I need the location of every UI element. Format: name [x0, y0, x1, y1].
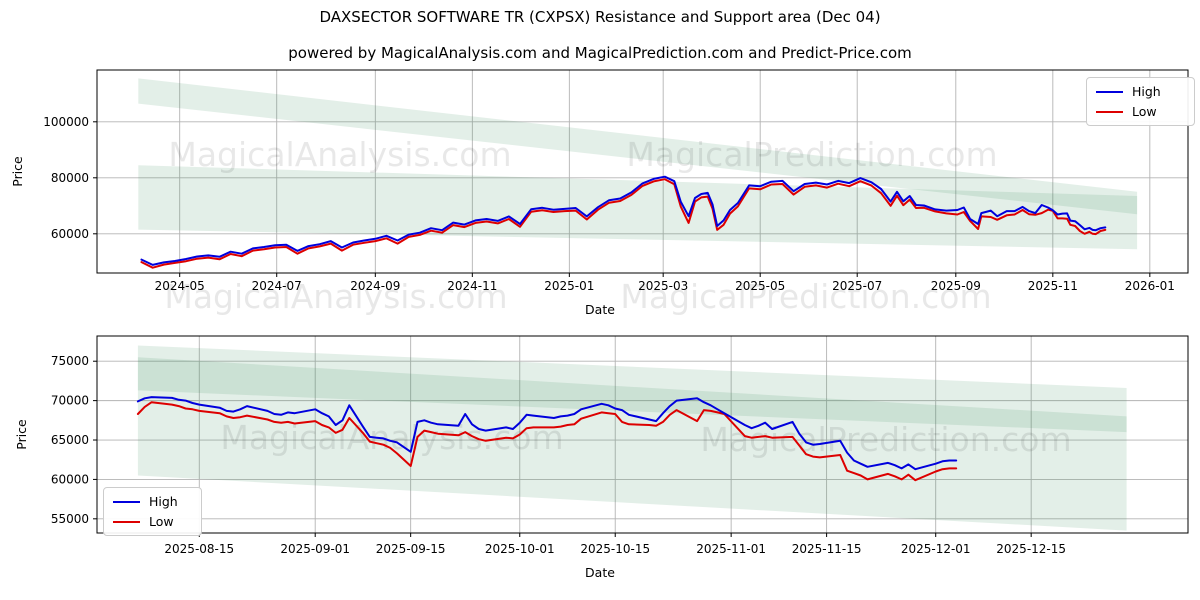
x-tick-label: 2025-09-15 [376, 542, 446, 556]
y-tick-label: 60000 [51, 472, 89, 486]
low-line [136, 401, 958, 482]
x-tick-label: 2025-08-15 [164, 542, 234, 556]
x-tick-label: 2025-07 [832, 279, 882, 293]
x-tick-label: 2024-05 [155, 279, 205, 293]
legend-item-high: High [1096, 85, 1184, 98]
y-tick-label: 100000 [43, 115, 89, 129]
x-tick-label: 2024-07 [252, 279, 302, 293]
x-tick-label: 2025-12-15 [996, 542, 1066, 556]
support-band [138, 165, 1138, 250]
high-line-swatch [1096, 90, 1123, 93]
y-tick-label: 60000 [51, 227, 89, 241]
x-tick-label: 2024-11 [447, 279, 497, 293]
axes-spines [96, 335, 1189, 534]
y-tick-label: 75000 [51, 354, 89, 368]
x-tick-label: 2025-10-15 [580, 542, 650, 556]
high-line [140, 175, 1107, 266]
resistance-band [138, 78, 1138, 215]
x-tick-label: 2025-10-01 [485, 542, 555, 556]
x-tick-label: 2025-05 [735, 279, 785, 293]
x-tick-label: 2025-11-15 [792, 542, 862, 556]
chart-subtitle: powered by MagicalAnalysis.com and Magic… [288, 44, 912, 62]
watermark-text: MagicalPrediction.com [626, 135, 997, 174]
chart-title: DAXSECTOR SOFTWARE TR (CXPSX) Resistance… [319, 8, 881, 26]
x-tick-label: 2025-01 [544, 279, 594, 293]
date-axis-label: Date [585, 565, 615, 580]
support-band [137, 357, 1127, 531]
legend-item-low: Low [113, 515, 191, 528]
high-line [136, 396, 958, 471]
legend-item-low: Low [1096, 105, 1184, 118]
main-chart-legend: High Low [1086, 77, 1195, 126]
x-tick-label: 2024-09 [350, 279, 400, 293]
axes-spines [96, 69, 1189, 274]
legend-high-label: High [149, 494, 178, 509]
legend-low-label: Low [1132, 104, 1157, 119]
watermark-text: MagicalPrediction.com [700, 420, 1071, 459]
date-axis-label: Date [585, 302, 615, 317]
resistance-band [137, 345, 1127, 433]
y-tick-label: 80000 [51, 171, 89, 185]
legend-high-label: High [1132, 84, 1161, 99]
price-axis-label: Price [14, 419, 29, 450]
x-tick-label: 2025-11 [1028, 279, 1078, 293]
zoom-chart-legend: High Low [103, 487, 202, 536]
y-tick-label: 70000 [51, 394, 89, 408]
x-tick-label: 2025-12-01 [901, 542, 971, 556]
price-axis-label: Price [10, 156, 25, 187]
x-tick-label: 2025-11-01 [696, 542, 766, 556]
x-tick-label: 2025-09 [931, 279, 981, 293]
x-tick-label: 2026-01 [1125, 279, 1175, 293]
watermark-text: MagicalAnalysis.com [168, 135, 511, 174]
low-line-swatch [113, 520, 140, 523]
y-tick-label: 55000 [51, 512, 89, 526]
low-line [140, 178, 1107, 269]
low-line-swatch [1096, 110, 1123, 113]
x-tick-label: 2025-03 [638, 279, 688, 293]
y-tick-label: 65000 [51, 433, 89, 447]
x-tick-label: 2025-09-01 [280, 542, 350, 556]
legend-item-high: High [113, 495, 191, 508]
watermark-text: MagicalPrediction.com [620, 277, 991, 316]
legend-low-label: Low [149, 514, 174, 529]
high-line-swatch [113, 500, 140, 503]
watermark-text: MagicalAnalysis.com [164, 277, 507, 316]
